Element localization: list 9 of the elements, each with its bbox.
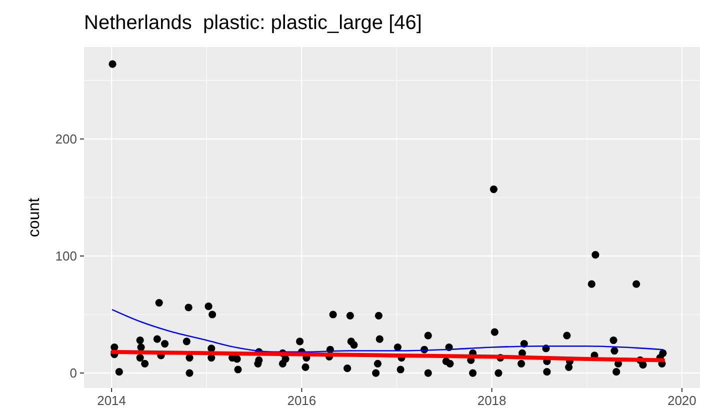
y-tick-label: 0 bbox=[70, 366, 77, 381]
x-tick-label: 2016 bbox=[287, 393, 316, 408]
y-tick-label: 200 bbox=[55, 132, 77, 147]
y-axis-title: count bbox=[26, 197, 43, 238]
x-tick-label: 2020 bbox=[667, 393, 696, 408]
x-tick-label: 2018 bbox=[477, 393, 506, 408]
x-tick-label: 2014 bbox=[97, 393, 126, 408]
chart-title: Netherlands plastic: plastic_large [46] bbox=[84, 12, 422, 34]
y-tick-label: 100 bbox=[55, 248, 77, 264]
